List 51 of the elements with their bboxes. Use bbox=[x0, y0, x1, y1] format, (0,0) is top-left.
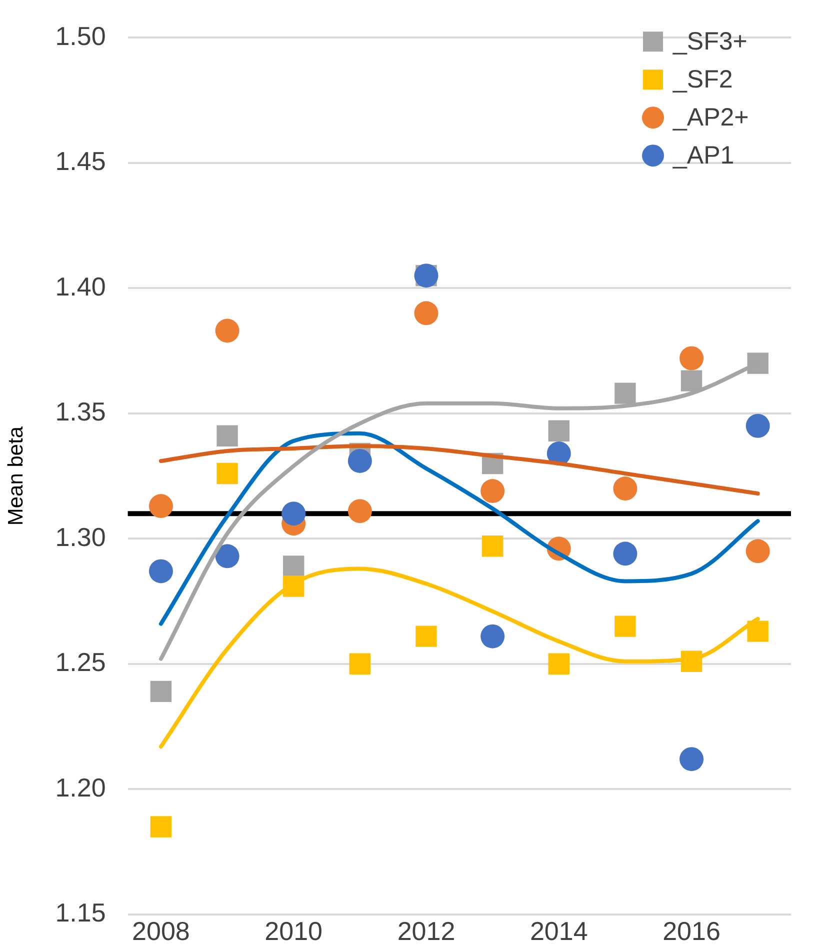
point bbox=[613, 542, 638, 566]
point bbox=[349, 653, 371, 674]
x-tick-label: 2012 bbox=[397, 916, 456, 946]
point bbox=[215, 544, 240, 568]
point bbox=[348, 448, 372, 473]
point bbox=[215, 318, 240, 343]
point bbox=[216, 462, 238, 484]
point bbox=[348, 499, 372, 524]
point bbox=[480, 479, 505, 504]
point bbox=[746, 414, 770, 438]
y-axis-title: Mean beta bbox=[4, 426, 28, 526]
line-series bbox=[158, 431, 760, 626]
x-tick-label: 2008 bbox=[132, 916, 190, 946]
point bbox=[480, 624, 505, 648]
point bbox=[746, 539, 770, 564]
point bbox=[613, 476, 638, 501]
point bbox=[548, 420, 570, 442]
x-tick-label: 2014 bbox=[530, 916, 588, 946]
point bbox=[416, 626, 437, 647]
point bbox=[282, 502, 306, 526]
point bbox=[150, 680, 172, 702]
legend-label: _SF3+ bbox=[672, 27, 748, 56]
point bbox=[482, 536, 504, 557]
y-tick-label: 1.15 bbox=[55, 898, 106, 928]
legend-label: _AP1 bbox=[672, 141, 734, 170]
point bbox=[680, 346, 704, 370]
x-tick-label: 2016 bbox=[662, 916, 720, 946]
y-tick-label: 1.30 bbox=[55, 522, 106, 552]
point bbox=[614, 382, 636, 404]
line-series bbox=[158, 444, 760, 496]
y-tick-label: 1.50 bbox=[55, 20, 106, 51]
legend-label: _SF2 bbox=[672, 65, 733, 94]
point bbox=[614, 616, 636, 637]
point bbox=[548, 653, 570, 674]
point bbox=[680, 747, 704, 772]
point bbox=[680, 370, 702, 392]
y-tick-label: 1.45 bbox=[55, 146, 106, 176]
legend-label: _AP2+ bbox=[672, 103, 749, 132]
x-tick-label: 2010 bbox=[264, 916, 323, 946]
point bbox=[414, 301, 438, 326]
point bbox=[282, 556, 304, 577]
point bbox=[148, 494, 173, 518]
point bbox=[150, 816, 172, 838]
y-tick-label: 1.40 bbox=[55, 271, 106, 302]
point bbox=[747, 352, 768, 374]
point bbox=[747, 620, 768, 642]
point bbox=[148, 559, 173, 584]
point bbox=[216, 425, 238, 447]
y-tick-label: 1.25 bbox=[55, 647, 106, 678]
y-tick-label: 1.20 bbox=[55, 772, 106, 802]
y-tick-label: 1.35 bbox=[55, 396, 106, 427]
